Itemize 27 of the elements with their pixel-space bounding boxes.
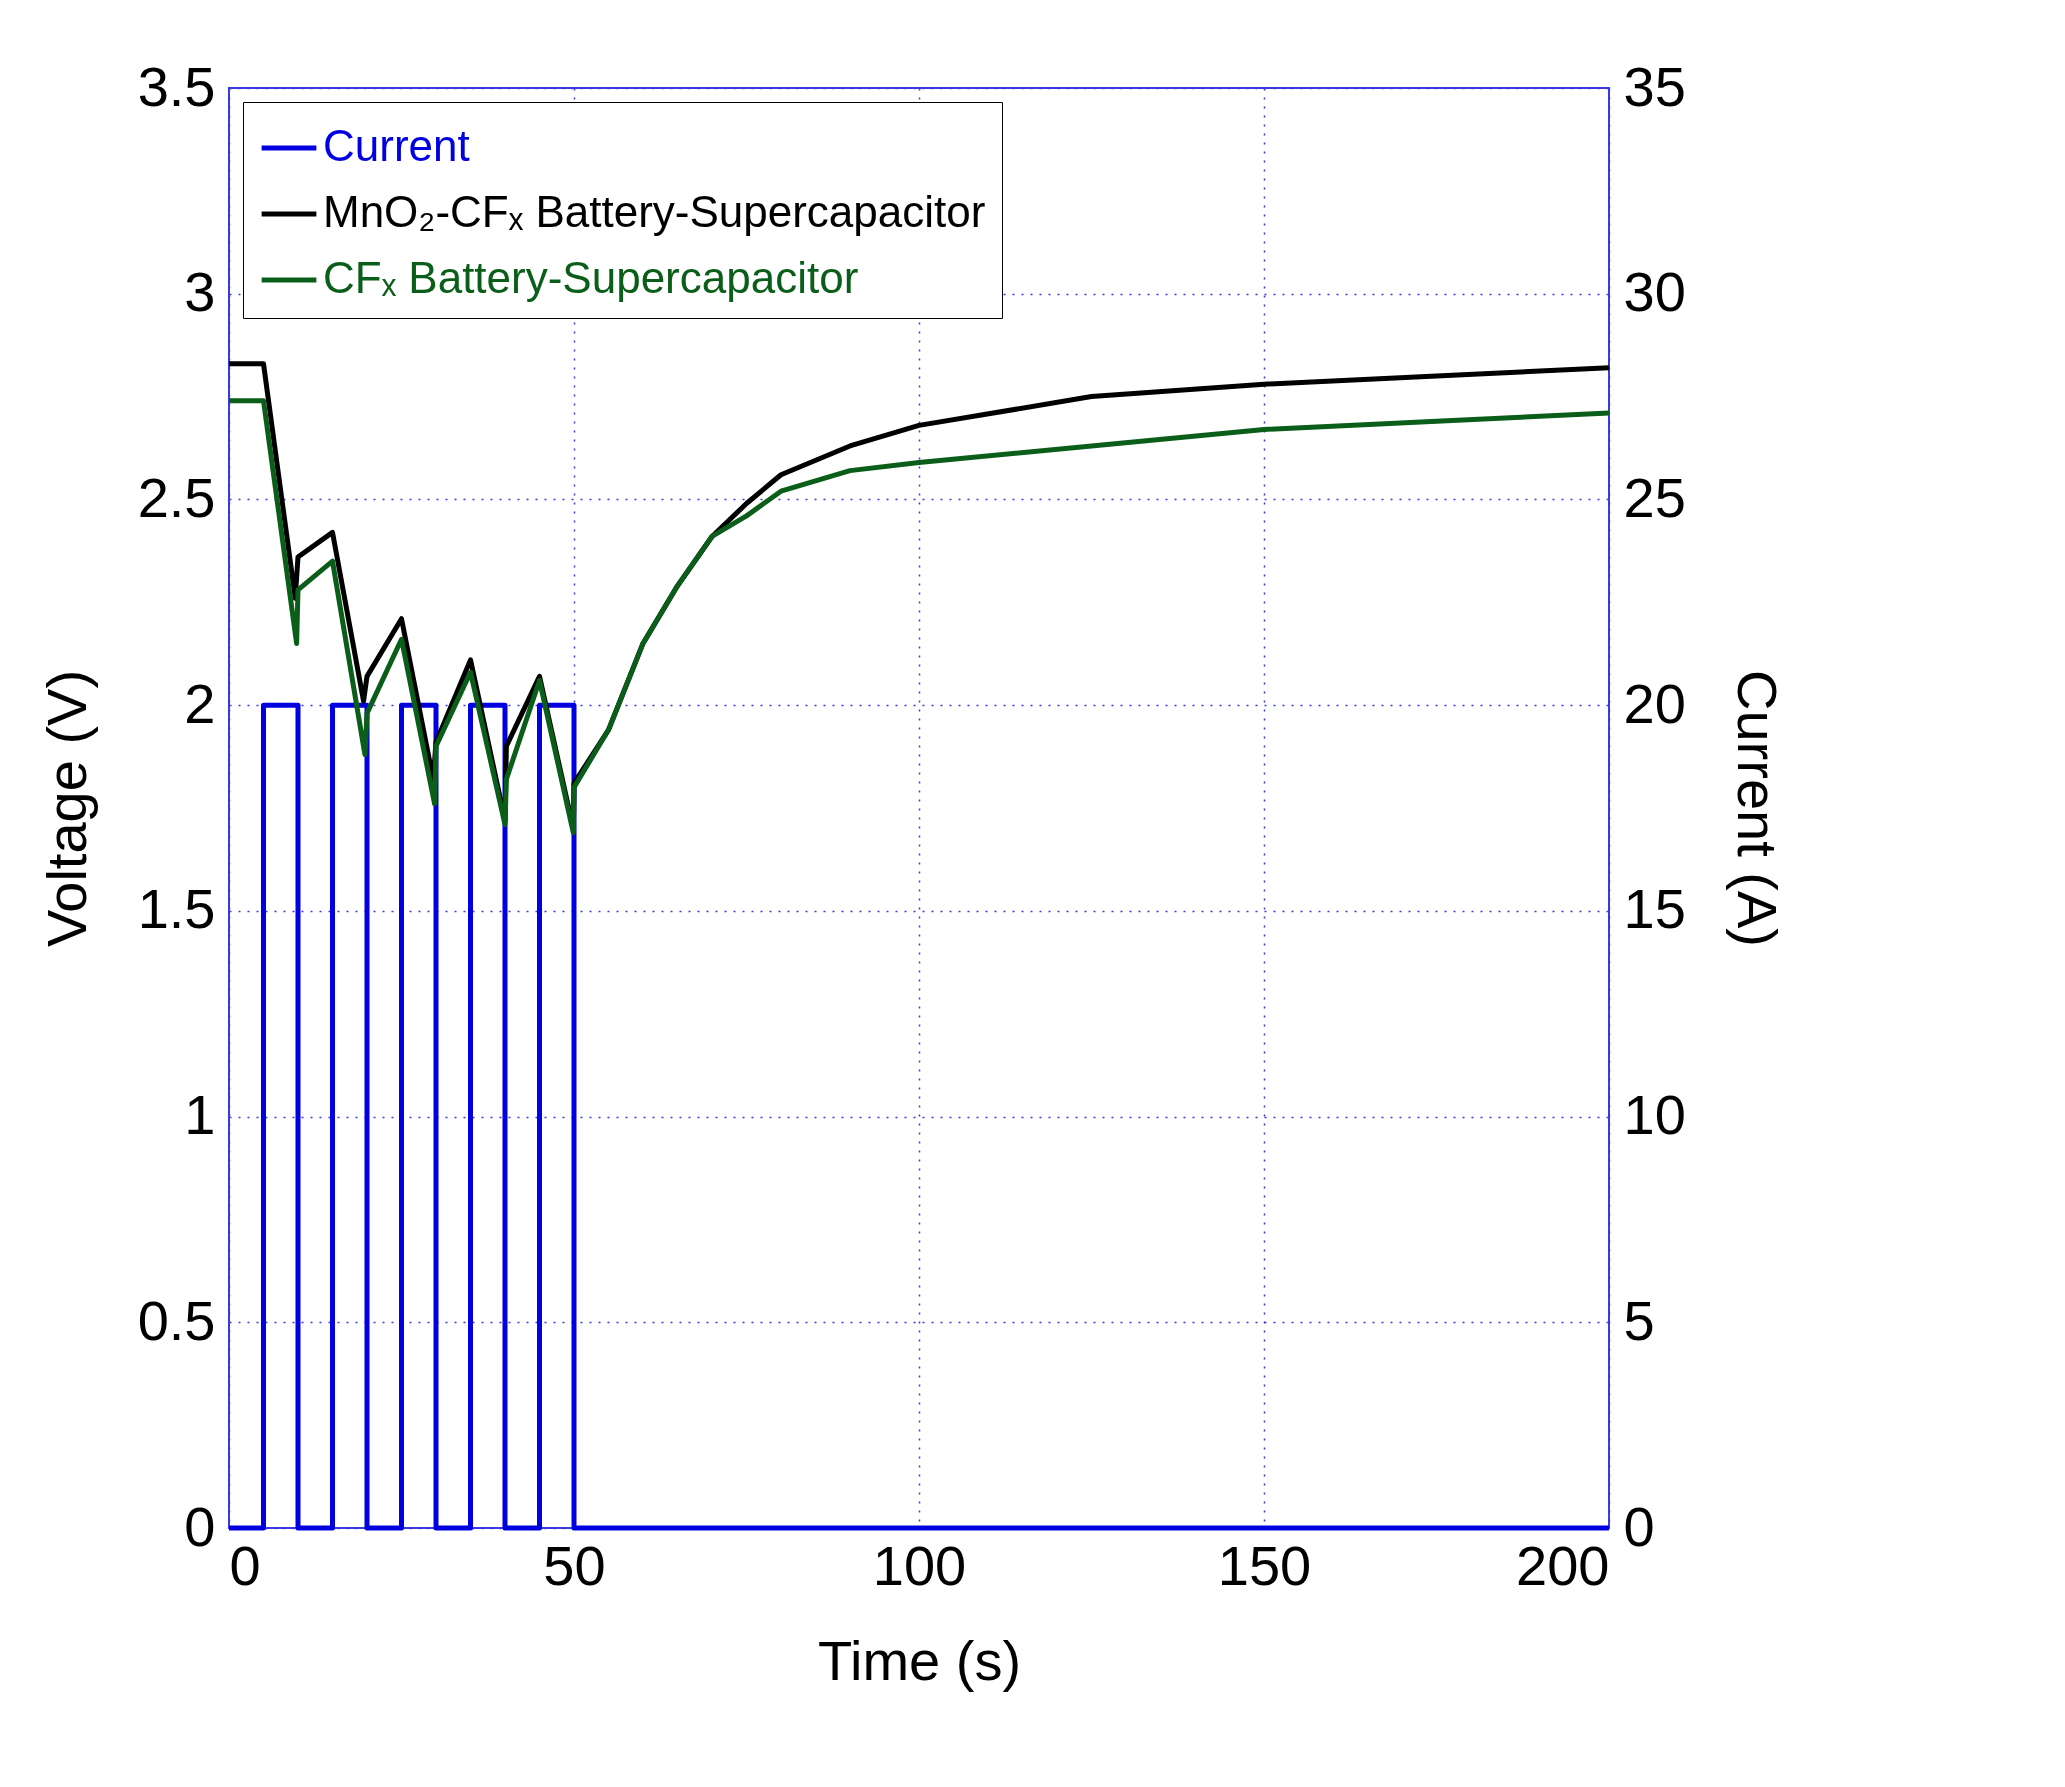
legend-label: Current xyxy=(323,121,470,170)
y2-tick-label: 0 xyxy=(1623,1494,1655,1558)
y2-tick-label: 10 xyxy=(1623,1083,1686,1147)
y-tick-label: 2 xyxy=(184,671,216,735)
y-tick-label: 3 xyxy=(184,260,216,324)
x-axis-title: Time (s) xyxy=(817,1628,1022,1692)
y-tick-label: 1 xyxy=(184,1083,216,1147)
x-tick-label: 0 xyxy=(229,1533,261,1597)
y2-axis-title: Current (A) xyxy=(1725,670,1789,947)
y-axis-title: Voltage (V) xyxy=(34,669,98,948)
y-tick-label: 0.5 xyxy=(137,1288,216,1352)
y2-tick-label: 25 xyxy=(1623,465,1686,529)
y2-tick-label: 15 xyxy=(1623,877,1686,941)
y2-tick-label: 30 xyxy=(1623,260,1686,324)
y2-tick-label: 20 xyxy=(1623,671,1686,735)
y-tick-label: 3.5 xyxy=(137,54,216,118)
legend-label: CFₓ Battery-Supercapacitor xyxy=(323,253,859,302)
y-tick-label: 2.5 xyxy=(137,465,216,529)
x-tick-label: 100 xyxy=(872,1533,967,1597)
y-tick-label: 1.5 xyxy=(137,877,216,941)
y2-tick-label: 35 xyxy=(1623,54,1686,118)
x-tick-label: 150 xyxy=(1217,1533,1312,1597)
y-tick-label: 0 xyxy=(184,1494,216,1558)
y2-tick-label: 5 xyxy=(1623,1288,1655,1352)
x-tick-label: 200 xyxy=(1516,1533,1610,1597)
x-tick-label: 50 xyxy=(543,1533,606,1597)
legend-label: MnO₂-CFₓ Battery-Supercapacitor xyxy=(323,187,986,236)
